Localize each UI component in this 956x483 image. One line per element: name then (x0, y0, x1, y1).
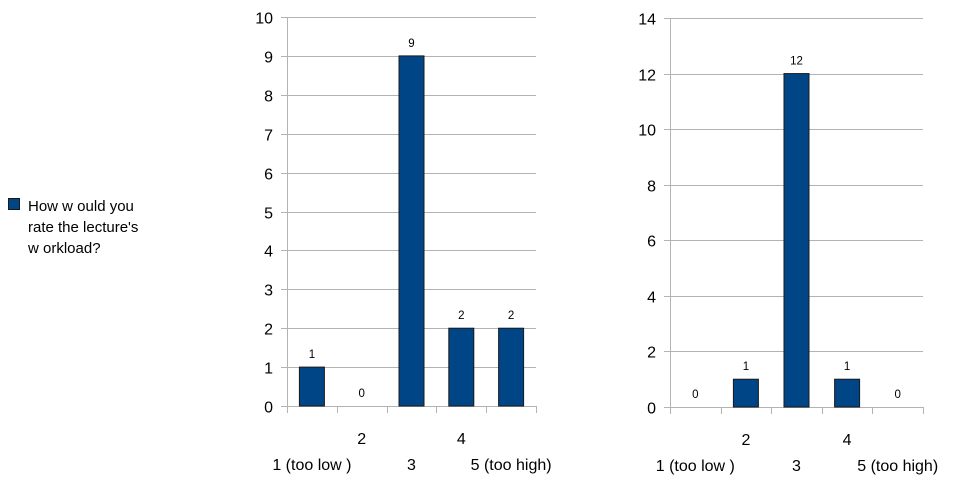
x-category-label: 4 (457, 431, 466, 448)
x-category-label: 1 (too low ) (272, 457, 351, 474)
y-tick-label: 14 (638, 12, 656, 29)
bar (498, 327, 525, 407)
data-label: 1 (743, 361, 749, 373)
y-tick-label: 6 (264, 167, 273, 184)
data-label: 1 (309, 349, 315, 361)
bar (298, 366, 325, 407)
y-tick-label: 5 (264, 206, 273, 223)
legend-label: How w ould you rate the lecture's w orkl… (28, 198, 139, 257)
bar (398, 55, 425, 407)
data-label: 2 (458, 310, 464, 322)
bar (732, 378, 759, 408)
x-category-label: 5 (too high) (471, 457, 552, 474)
x-category-label: 3 (407, 457, 416, 474)
y-tick-label: 0 (264, 400, 273, 417)
y-tick-label: 6 (647, 234, 656, 251)
y-tick-label: 12 (638, 68, 656, 85)
data-label: 2 (508, 310, 514, 322)
bar (783, 73, 810, 408)
y-tick-label: 4 (264, 244, 273, 261)
legend-swatch (8, 198, 20, 210)
x-category-label: 2 (741, 432, 750, 449)
data-label: 0 (358, 388, 364, 400)
x-category-label: 5 (too high) (857, 458, 938, 475)
data-label: 9 (408, 38, 414, 50)
x-category-label: 4 (843, 432, 852, 449)
data-label: 0 (894, 389, 900, 401)
x-category-label: 3 (792, 458, 801, 475)
data-label: 1 (844, 361, 850, 373)
data-label: 12 (790, 56, 803, 68)
x-category-label: 1 (too low ) (656, 458, 735, 475)
y-tick-label: 0 (647, 401, 656, 418)
y-tick-label: 8 (264, 89, 273, 106)
y-tick-label: 9 (264, 50, 273, 67)
y-tick-label: 3 (264, 283, 273, 300)
y-tick-label: 2 (647, 345, 656, 362)
y-tick-label: 1 (264, 361, 273, 378)
bar (448, 327, 475, 407)
y-tick-label: 7 (264, 128, 273, 145)
x-category-label: 2 (357, 431, 366, 448)
y-tick-label: 4 (647, 290, 656, 307)
data-label: 0 (692, 389, 698, 401)
y-tick-label: 2 (264, 322, 273, 339)
bar (834, 378, 861, 408)
y-tick-label: 8 (647, 179, 656, 196)
y-tick-label: 10 (255, 11, 273, 28)
y-tick-label: 10 (638, 123, 656, 140)
